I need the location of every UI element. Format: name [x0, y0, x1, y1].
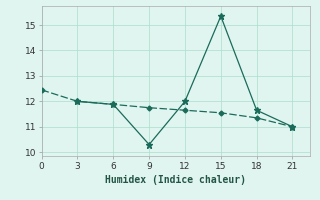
- X-axis label: Humidex (Indice chaleur): Humidex (Indice chaleur): [106, 175, 246, 185]
